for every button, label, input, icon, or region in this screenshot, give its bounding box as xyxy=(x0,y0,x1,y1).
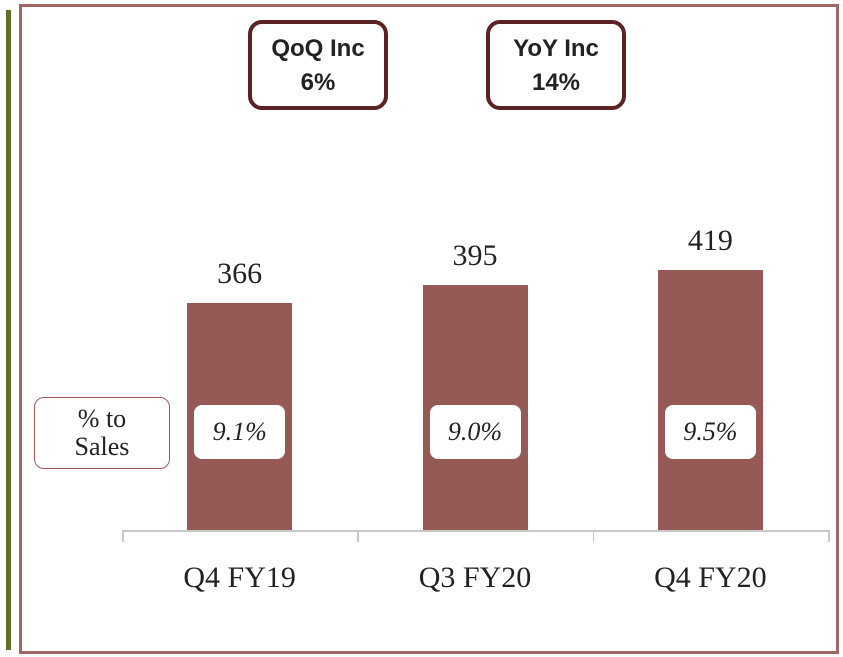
x-tick xyxy=(592,530,595,542)
annotation-box: QoQ Inc 6% xyxy=(248,20,388,110)
ratio-label: 9.1% xyxy=(194,405,286,459)
annotation-label: YoY Inc xyxy=(513,35,599,62)
side-bar xyxy=(6,10,11,650)
annotation-value: 14% xyxy=(531,69,581,96)
x-tick xyxy=(122,530,124,542)
x-tick xyxy=(828,530,830,542)
annotation-box: YoY Inc 14% xyxy=(486,20,626,110)
ratio-label: 9.0% xyxy=(429,405,521,459)
frame xyxy=(19,4,839,654)
x-tick-label: Q4 FY20 xyxy=(654,561,767,594)
x-tick-label: Q4 FY19 xyxy=(183,561,296,594)
value-label: 395 xyxy=(452,239,498,273)
annotation-value: 6% xyxy=(300,69,336,96)
value-label: 366 xyxy=(217,257,263,291)
annotation-label: QoQ Inc xyxy=(271,35,365,62)
bar xyxy=(657,270,763,530)
ratio-label: 9.5% xyxy=(664,405,756,459)
x-tick-label: Q3 FY20 xyxy=(418,561,532,594)
ratio-title: % to Sales xyxy=(34,397,170,469)
value-label: 419 xyxy=(687,224,733,258)
x-tick xyxy=(357,530,359,542)
x-axis xyxy=(122,530,828,532)
